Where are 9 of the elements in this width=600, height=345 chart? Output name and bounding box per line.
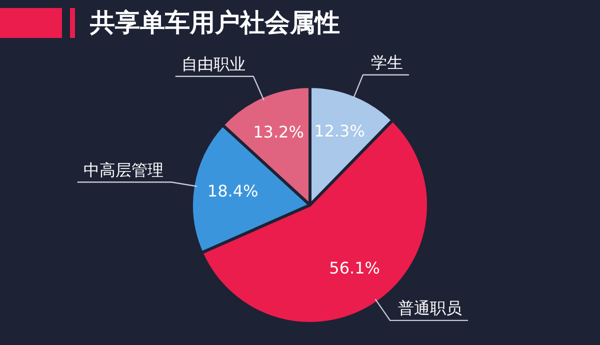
- slice-label: 中高层管理: [83, 160, 164, 180]
- data-label: 13.2%: [253, 122, 304, 142]
- slice-label: 普通职员: [398, 298, 462, 318]
- data-label: 56.1%: [329, 258, 380, 278]
- data-label: 12.3%: [314, 122, 365, 141]
- data-label: 18.4%: [207, 181, 258, 200]
- slice-label: 学生: [370, 53, 403, 72]
- chart-title: 共享单车用户社会属性: [90, 7, 340, 39]
- slice-label: 自由职业: [181, 54, 246, 74]
